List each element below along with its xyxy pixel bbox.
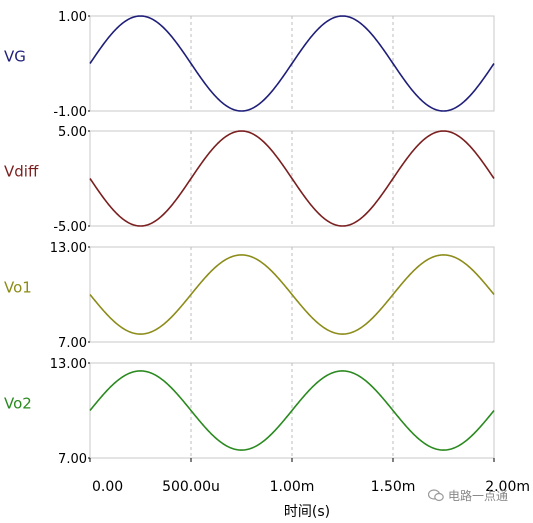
vdiff-ytick-max: 5.00 <box>58 125 87 140</box>
vo2-ytick-min: 7.00 <box>58 452 87 467</box>
vdiff-ytick-min: -5.00 <box>53 220 87 235</box>
watermark-text: 电路一点通 <box>448 489 509 503</box>
vg-ytick-min: -1.00 <box>53 105 87 120</box>
x-tick-label: 1.00m <box>270 479 315 495</box>
watermark: 电路一点通 <box>428 487 508 504</box>
x-tick-label: 1.50m <box>371 479 416 495</box>
x-tick-label: 2.00m <box>485 479 530 495</box>
x-axis-label: 时间(s) <box>284 504 330 520</box>
vo1-ytick-min: 7.00 <box>58 336 87 351</box>
vo2-series-line <box>89 370 495 451</box>
vo1-series-label: Vo1 <box>4 279 32 297</box>
vdiff-series-line <box>89 130 495 227</box>
vg-ytick-max: 1.00 <box>58 10 87 25</box>
vg-series-line <box>89 15 495 112</box>
x-tick-label: 0.00 <box>92 479 123 495</box>
wechat-icon <box>428 489 444 502</box>
vo2-series-label: Vo2 <box>4 395 32 413</box>
vo1-series-line <box>89 254 495 335</box>
vo1-ytick-max: 13.00 <box>50 241 87 256</box>
vdiff-series-label: Vdiff <box>4 163 39 181</box>
vg-series-label: VG <box>4 48 26 66</box>
x-tick-label: 500.00u <box>162 479 220 495</box>
vo2-ytick-max: 13.00 <box>50 357 87 372</box>
